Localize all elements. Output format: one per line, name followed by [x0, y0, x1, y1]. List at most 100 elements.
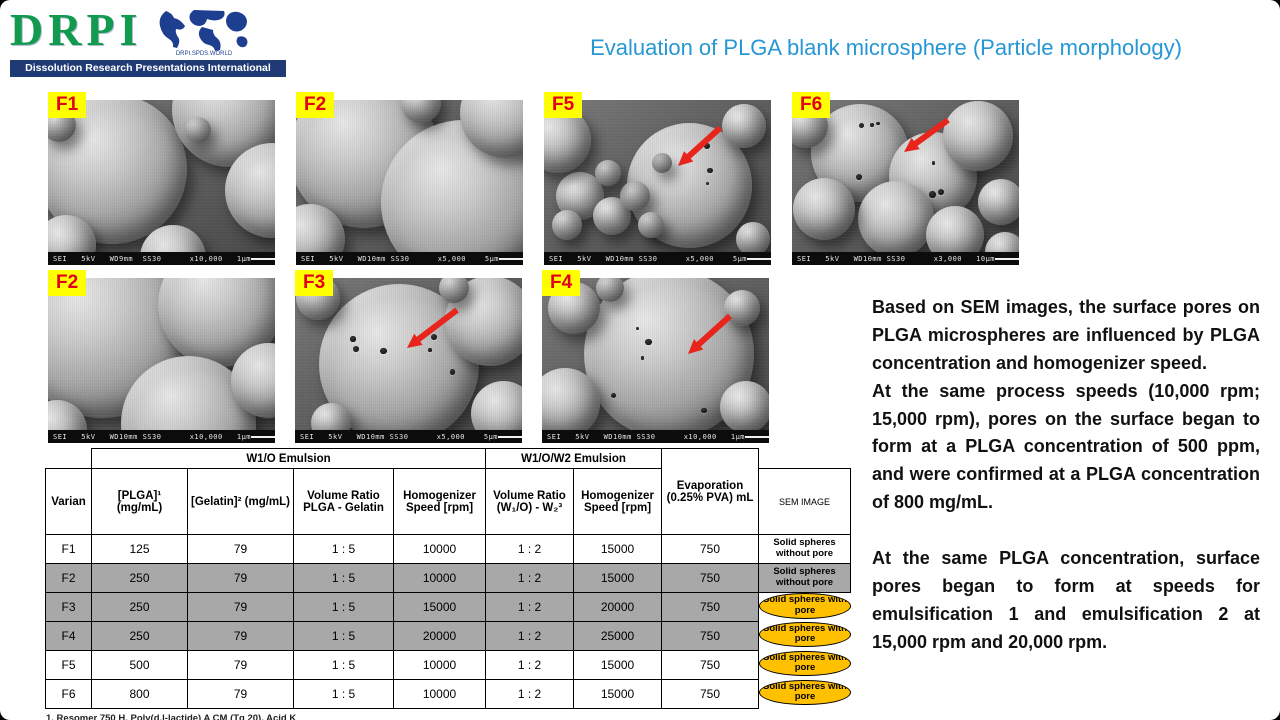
cell-volume-ratio-1: 1 : 5: [293, 679, 394, 709]
surface-pore: [353, 345, 360, 352]
cell-homogenizer-speed-2: 15000: [573, 679, 662, 709]
scale-bar: [498, 435, 522, 438]
col-header-plga: [PLGA]¹ (mg/mL): [91, 468, 188, 535]
cell-evaporation: 750: [661, 650, 759, 680]
sem-caption-bar: SEI 5kV WD10mm SS30 x5,000 5μm: [544, 252, 771, 265]
cell-homogenizer-speed-2: 15000: [573, 534, 662, 564]
surface-pore: [937, 189, 945, 196]
col-header-sem-image: SEM IMAGE: [758, 468, 851, 535]
microsphere: [551, 210, 582, 241]
microsphere: [400, 100, 441, 124]
cell-gelatin: 79: [187, 650, 294, 680]
cell-gelatin: 79: [187, 679, 294, 709]
microsphere: [943, 101, 1014, 172]
surface-pore: [870, 123, 874, 127]
sem-image-F6: SEI 5kV WD10mm SS30 x3,000 10μm F6: [792, 92, 1019, 265]
cell-homogenizer-speed-2: 15000: [573, 563, 662, 593]
formulation-table-container: W1/O Emulsion W1/O/W2 Emulsion Evaporation…: [45, 448, 851, 709]
sem-caption-text: SEI 5kV WD10mm SS30 x10,000 1μm: [53, 432, 252, 441]
cell-volume-ratio-1: 1 : 5: [293, 592, 394, 622]
world-map-icon: DRPI.SPDS.WORLD: [160, 10, 248, 57]
cell-evaporation: 750: [661, 534, 759, 564]
sem-label: F3: [295, 270, 334, 296]
cell-plga: 500: [91, 650, 188, 680]
table-row: F6 800 79 1 : 5 10000 1 : 2 15000 750 Solid sphe…: [45, 679, 851, 709]
cell-evaporation: 750: [661, 621, 759, 651]
cell-varian: F2: [45, 563, 92, 593]
microsphere: [542, 368, 600, 439]
group-header-w1o-emulsion: W1/O Emulsion: [91, 448, 486, 469]
sem-micrograph: SEI 5kV WD10mm SS30 x5,000 5μm: [544, 100, 771, 265]
slide-title: Evaluation of PLGA blank microsphere (Pa…: [590, 35, 1182, 60]
cell-sem-image: Solid spheres with pore: [759, 621, 851, 648]
commentary-paragraph: At the same process speeds (10,000 rpm; …: [872, 380, 1260, 513]
cell-varian: F6: [45, 679, 92, 709]
group-header-w1ow2-emulsion: W1/O/W2 Emulsion: [485, 448, 662, 469]
drpi-logo: DRPI DRPI.SPDS.WORLD Dissolution Researc…: [10, 5, 286, 77]
drpi-map-label: DRPI.SPDS.WORLD: [176, 51, 233, 57]
table-corner-spacer: [46, 449, 92, 469]
microsphere: [619, 180, 650, 211]
table-row: F5 500 79 1 : 5 10000 1 : 2 15000 750 Solid sphe…: [45, 650, 851, 680]
sem-caption-text: SEI 5kV WD10mm SS30 x5,000 5μm: [300, 432, 499, 441]
sem-image-F4: SEI 5kV WD10mm SS30 x10,000 1μm F4: [542, 270, 769, 443]
sem-caption-text: SEI 5kV WD10mm SS30 x3,000 10μm: [797, 254, 996, 263]
cell-volume-ratio-2: 1 : 2: [485, 650, 574, 680]
scale-bar: [745, 435, 769, 438]
surface-pore: [700, 407, 707, 414]
sem-micrograph: SEI 5kV WD10mm SS30 x10,000 1μm: [542, 278, 769, 443]
cell-volume-ratio-2: 1 : 2: [485, 563, 574, 593]
cell-sem-image: Solid spheres with pore: [759, 593, 851, 619]
surface-pore: [705, 181, 709, 185]
scale-bar: [499, 257, 523, 260]
sem-label: F1: [48, 92, 87, 118]
sem-label: F6: [792, 92, 831, 118]
col-header-gelatin: [Gelatin]² (mg/mL): [187, 468, 294, 535]
scale-bar: [251, 257, 275, 260]
cell-varian: F4: [45, 621, 92, 651]
surface-pore: [428, 348, 432, 352]
microsphere: [721, 104, 766, 149]
surface-pore: [704, 142, 711, 149]
microsphere: [858, 180, 935, 257]
table-row: F3 250 79 1 : 5 15000 1 : 2 20000 750 Solid sphe…: [45, 592, 851, 622]
cell-homogenizer-speed-1: 10000: [393, 563, 486, 593]
sem-micrograph: SEI 5kV WD10mm SS30 x10,000 1μm: [48, 278, 275, 443]
cell-sem-image: Solid spheres with pore: [759, 679, 851, 706]
col-header-volume-ratio-2: Volume Ratio (W₁/O) - W₂³: [485, 468, 574, 535]
cell-homogenizer-speed-2: 15000: [573, 650, 662, 680]
cell-evaporation: 750: [661, 592, 759, 622]
surface-pore: [431, 334, 438, 341]
sem-micrograph: SEI 5kV WD9mm SS30 x10,000 1μm: [48, 100, 275, 265]
microsphere: [652, 152, 673, 173]
cell-homogenizer-speed-2: 20000: [573, 592, 662, 622]
sem-caption-text: SEI 5kV WD10mm SS30 x5,000 5μm: [301, 254, 500, 263]
scale-bar: [995, 257, 1019, 260]
cell-volume-ratio-1: 1 : 5: [293, 534, 394, 564]
footnote: 1. Resomer 750 H, Poly(d,l-lactide) A CM…: [46, 713, 297, 720]
table-row: F4 250 79 1 : 5 20000 1 : 2 25000 750 Solid sphe…: [45, 621, 851, 651]
cell-plga: 125: [91, 534, 188, 564]
cell-gelatin: 79: [187, 592, 294, 622]
surface-pore: [707, 167, 713, 174]
sem-row-1: SEI 5kV WD9mm SS30 x10,000 1μm F1 SEI 5kV …: [48, 92, 1019, 265]
cell-sem-image: Solid spheres without pore: [758, 563, 851, 593]
cell-homogenizer-speed-1: 10000: [393, 679, 486, 709]
surface-pore: [645, 338, 652, 346]
cell-homogenizer-speed-1: 20000: [393, 621, 486, 651]
table-corner-spacer: [759, 449, 851, 469]
sem-row-2: SEI 5kV WD10mm SS30 x10,000 1μm F2 SEI 5kV…: [48, 270, 769, 443]
surface-pore: [636, 327, 640, 331]
surface-pore: [449, 369, 456, 375]
cell-volume-ratio-1: 1 : 5: [293, 650, 394, 680]
surface-pore: [931, 161, 936, 166]
sem-caption-text: SEI 5kV WD9mm SS30 x10,000 1μm: [53, 254, 252, 263]
cell-varian: F5: [45, 650, 92, 680]
sem-caption-bar: SEI 5kV WD10mm SS30 x5,000 5μm: [296, 252, 523, 265]
sem-caption-text: SEI 5kV WD10mm SS30 x5,000 5μm: [549, 254, 748, 263]
cell-homogenizer-speed-1: 10000: [393, 650, 486, 680]
microsphere: [735, 221, 770, 256]
cell-plga: 250: [91, 621, 188, 651]
sem-caption-text: SEI 5kV WD10mm SS30 x10,000 1μm: [547, 432, 746, 441]
cell-sem-image: Solid spheres without pore: [758, 534, 851, 564]
